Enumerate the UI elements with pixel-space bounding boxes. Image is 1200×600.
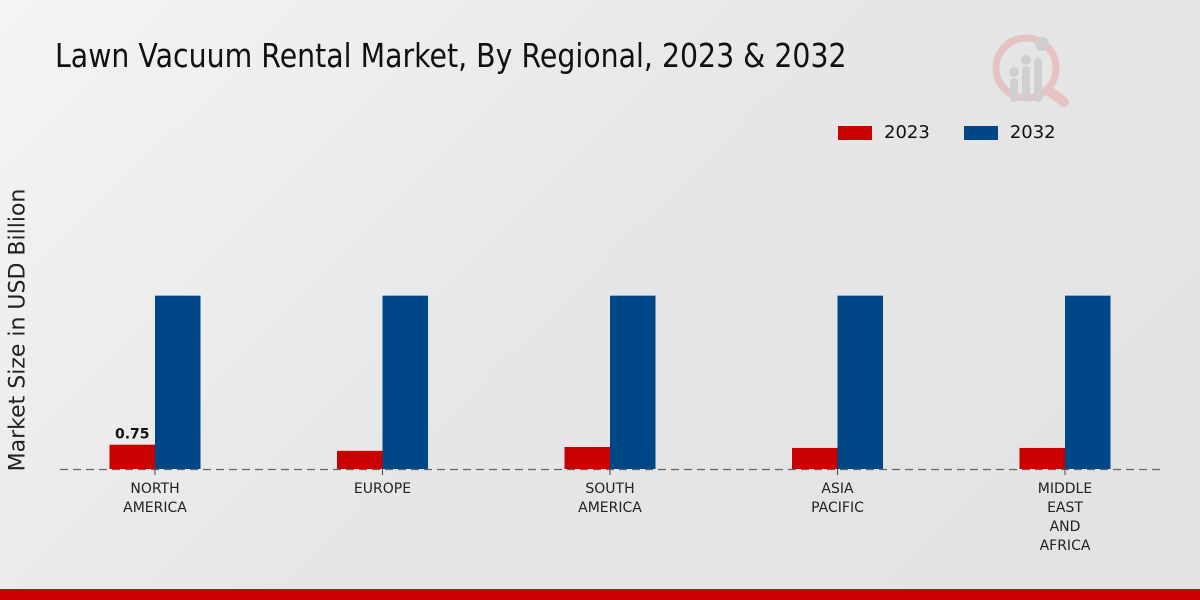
bar-2023-3 (792, 447, 838, 469)
legend-label-2032: 2032 (1009, 122, 1056, 143)
legend-item-2023: 2023 (838, 122, 930, 143)
legend-label-2023: 2023 (884, 122, 930, 143)
chart-title: Lawn Vacuum Rental Market, By Regional, … (55, 36, 847, 75)
x-tick-label: ASIA (821, 481, 854, 497)
bar-2023-1 (337, 450, 383, 469)
bar-2023-2 (564, 446, 610, 469)
legend-swatch-2023 (838, 125, 872, 140)
x-tick-label: EUROPE (354, 481, 411, 497)
x-tick-label: NORTH (130, 481, 179, 497)
legend-item-2032: 2032 (963, 122, 1056, 143)
x-tick-label: AND (1050, 519, 1081, 535)
bar-2032-0 (155, 295, 201, 469)
bar-2032-3 (837, 295, 883, 469)
legend: 2023 2032 (838, 122, 1056, 143)
bar-2032-4 (1065, 295, 1111, 469)
x-tick-label: AFRICA (1040, 538, 1091, 554)
x-tick-label: PACIFIC (811, 500, 864, 516)
x-tick-label: SOUTH (585, 481, 634, 497)
legend-swatch-2032 (963, 125, 998, 140)
x-tick-label: AMERICA (123, 500, 187, 516)
bar-2032-1 (382, 295, 428, 469)
bar-2023-4 (1019, 447, 1065, 469)
x-tick-label: EAST (1047, 500, 1083, 516)
bar-2023-0 (109, 444, 155, 469)
data-label: 0.75 (115, 427, 150, 443)
x-tick-label: MIDDLE (1038, 481, 1092, 497)
watermark-logo-icon (992, 34, 1069, 107)
x-tick-label: AMERICA (578, 500, 642, 516)
bar-2032-2 (610, 295, 656, 469)
footer-bar (0, 589, 1200, 600)
